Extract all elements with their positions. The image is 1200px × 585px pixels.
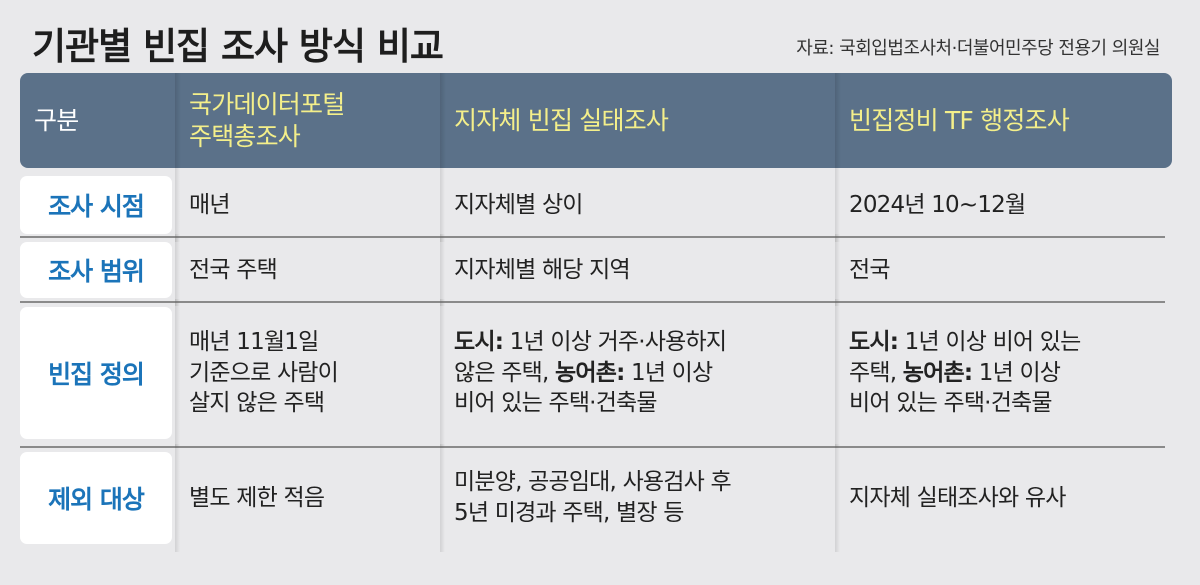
table-cell: 매년 11월1일 기준으로 사람이 살지 않은 주택 — [175, 299, 440, 447]
table-cell: 지자체별 상이 — [440, 168, 835, 242]
table-cell: 별도 제한 적음 — [175, 444, 440, 552]
row-label: 빈집 정의 — [20, 307, 172, 439]
table-cell: 지자체별 해당 지역 — [440, 234, 835, 306]
header-tf-survey: 빈집정비 TF 행정조사 — [835, 73, 1172, 168]
bold-term: 도시: — [454, 329, 504, 356]
table-cell: 전국 — [835, 234, 1172, 306]
header-category: 구분 — [34, 105, 79, 135]
row-label: 조사 범위 — [20, 242, 172, 298]
cell-text: 1년 이상 비어 있는 주택, — [849, 329, 1081, 386]
table-cell: 지자체 실태조사와 유사 — [835, 444, 1172, 552]
table-header: 구분 국가데이터포털 주택총조사 지자체 빈집 실태조사 빈집정비 TF 행정조… — [20, 73, 1172, 168]
source-note: 자료: 국회입법조사처·더불어민주당 전용기 의원실 — [796, 38, 1160, 59]
row-label: 조사 시점 — [20, 176, 172, 234]
table-cell: 매년 — [175, 168, 440, 242]
table-cell: 도시: 1년 이상 거주·사용하지 않은 주택, 농어촌: 1년 이상 비어 있… — [440, 299, 835, 447]
page-title: 기관별 빈집 조사 방식 비교 — [32, 25, 444, 68]
table-cell: 전국 주택 — [175, 234, 440, 306]
header-local-survey: 지자체 빈집 실태조사 — [440, 73, 835, 168]
table-cell: 미분양, 공공임대, 사용검사 후 5년 미경과 주택, 별장 등 — [440, 444, 835, 552]
cell-text: 1년 이상 비어 있는 주택·건축물 — [454, 359, 713, 417]
row-label: 제외 대상 — [20, 452, 172, 544]
bold-term: 도시: — [849, 329, 899, 356]
cell-text: 1년 이상 거주·사용하지 않은 주택, — [454, 329, 727, 386]
bold-term: 농어촌: — [554, 359, 625, 386]
row-divider — [20, 301, 1165, 303]
header-national-census: 국가데이터포털 주택총조사 — [175, 73, 440, 168]
row-divider — [20, 446, 1165, 448]
table-row: 조사 범위 전국 주택 지자체별 해당 지역 전국 — [20, 234, 1172, 306]
table-cell: 2024년 10~12월 — [835, 168, 1172, 242]
table-row: 조사 시점 매년 지자체별 상이 2024년 10~12월 — [20, 168, 1172, 242]
table-row: 제외 대상 별도 제한 적음 미분양, 공공임대, 사용검사 후 5년 미경과 … — [20, 444, 1172, 552]
cell-text: 1년 이상 비어 있는 주택·건축물 — [849, 359, 1061, 417]
table-row: 빈집 정의 매년 11월1일 기준으로 사람이 살지 않은 주택 도시: 1년 … — [20, 299, 1172, 447]
table-cell: 도시: 1년 이상 비어 있는 주택, 농어촌: 1년 이상 비어 있는 주택·… — [835, 299, 1172, 447]
row-divider — [20, 236, 1165, 238]
bold-term: 농어촌: — [902, 359, 973, 386]
